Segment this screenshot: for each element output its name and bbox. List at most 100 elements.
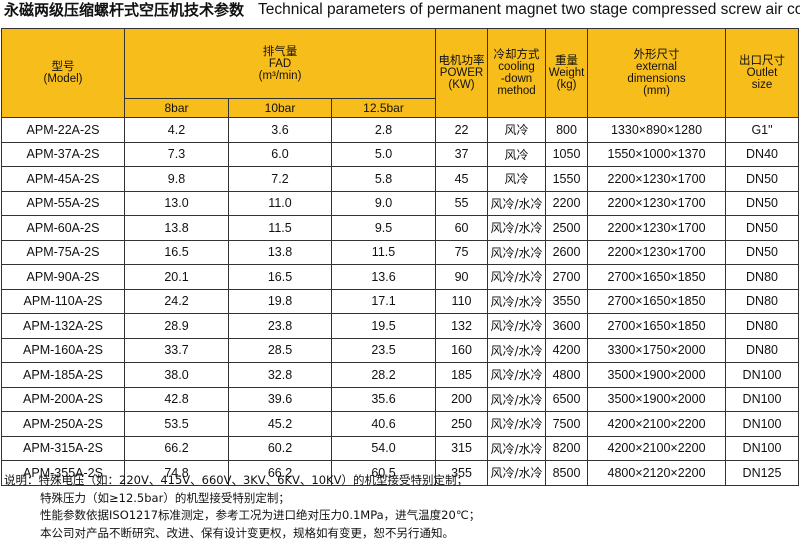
weight-cell: 1550 — [545, 166, 589, 192]
fad-12-5bar-cell: 54.0 — [330, 435, 437, 461]
weight-cell: 3600 — [545, 313, 589, 339]
model-cell: APM-160A-2S — [1, 337, 125, 363]
dimensions-cell: 2700×1650×1850 — [587, 264, 727, 290]
dimensions-cell: 2200×1230×1700 — [587, 190, 727, 216]
model-cell: APM-37A-2S — [1, 141, 125, 167]
dimensions-cell: 3500×1900×2000 — [587, 386, 727, 412]
power-cell: 200 — [435, 386, 489, 412]
dimensions-cell: 3500×1900×2000 — [587, 362, 727, 388]
table-row: APM-22A-2S 4.2 3.6 2.8 22 风冷 800 1330×890×1280 G… — [1, 117, 800, 143]
fad-12-5bar-cell: 19.5 — [330, 313, 437, 339]
dimensions-cell: 4200×2100×2200 — [587, 411, 727, 437]
fad-8bar-cell: 33.7 — [124, 337, 229, 363]
fad-12-5bar-cell: 23.5 — [330, 337, 437, 363]
fad-8bar-cell: 13.8 — [124, 215, 229, 241]
fad-10bar-cell: 13.8 — [228, 239, 332, 265]
fad-10bar-cell: 60.2 — [228, 435, 332, 461]
outlet-cell: DN80 — [725, 288, 800, 314]
power-cell: 75 — [435, 239, 489, 265]
cooling-cell: 风冷/水冷 — [487, 215, 547, 241]
cooling-cell: 风冷/水冷 — [487, 435, 547, 461]
model-cell: APM-200A-2S — [1, 386, 125, 412]
fad-10bar-cell: 3.6 — [228, 117, 332, 143]
fad-10bar-cell: 45.2 — [228, 411, 332, 437]
weight-cell: 7500 — [545, 411, 589, 437]
power-cell: 185 — [435, 362, 489, 388]
fad-8bar-cell: 24.2 — [124, 288, 229, 314]
fad-12-5bar-cell: 11.5 — [330, 239, 437, 265]
cooling-cell: 风冷/水冷 — [487, 411, 547, 437]
fad-10bar-cell: 6.0 — [228, 141, 332, 167]
power-cell: 90 — [435, 264, 489, 290]
fad-12-5bar-cell: 35.6 — [330, 386, 437, 412]
weight-cell: 2600 — [545, 239, 589, 265]
fad-10bar-cell: 19.8 — [228, 288, 332, 314]
weight-cell: 1050 — [545, 141, 589, 167]
model-cell: APM-45A-2S — [1, 166, 125, 192]
power-cell: 60 — [435, 215, 489, 241]
table-row: APM-200A-2S 42.8 39.6 35.6 200 风冷/水冷 6500 3500×… — [1, 386, 800, 412]
fad-12-5bar-cell: 40.6 — [330, 411, 437, 437]
table-row: APM-37A-2S 7.3 6.0 5.0 37 风冷 1050 1550×1000×137… — [1, 141, 800, 167]
note-line: 性能参数依据ISO1217标准测定，参考工况为进口绝对压力0.1MPa，进气温度… — [40, 508, 481, 522]
dimensions-cell: 3300×1750×2000 — [587, 337, 727, 363]
weight-cell: 2500 — [545, 215, 589, 241]
fad-8bar-cell: 4.2 — [124, 117, 229, 143]
dimensions-cell: 2200×1230×1700 — [587, 239, 727, 265]
fad-12-5bar-cell: 5.0 — [330, 141, 437, 167]
table-row: APM-55A-2S 13.0 11.0 9.0 55 风冷/水冷 2200 2200×123… — [1, 190, 800, 216]
dimensions-cell: 4200×2100×2200 — [587, 435, 727, 461]
weight-cell: 4200 — [545, 337, 589, 363]
header-pressure-12-5bar: 12.5bar — [330, 98, 437, 118]
note-line: 本公司对产品不断研究、改进、保有设计变更权，规格如有变更，恕不另行通知。 — [40, 525, 454, 540]
cooling-cell: 风冷 — [487, 141, 547, 167]
cooling-cell: 风冷/水冷 — [487, 288, 547, 314]
fad-8bar-cell: 7.3 — [124, 141, 229, 167]
title-zh: 永磁两级压缩螺杆式空压机技术参数 — [4, 1, 245, 19]
spec-table-body: APM-22A-2S 4.2 3.6 2.8 22 风冷 800 1330×890×1280 G… — [1, 117, 800, 486]
outlet-cell: DN50 — [725, 239, 800, 265]
fad-12-5bar-cell: 17.1 — [330, 288, 437, 314]
header-weight: 重量 Weight (kg) — [545, 28, 589, 118]
cooling-cell: 风冷/水冷 — [487, 386, 547, 412]
fad-8bar-cell: 16.5 — [124, 239, 229, 265]
cooling-cell: 风冷/水冷 — [487, 239, 547, 265]
note-line: 特殊压力（如≥12.5bar）的机型接受特别定制； — [40, 490, 290, 505]
power-cell: 160 — [435, 337, 489, 363]
outlet-cell: DN100 — [725, 411, 800, 437]
fad-10bar-cell: 39.6 — [228, 386, 332, 412]
power-cell: 250 — [435, 411, 489, 437]
outlet-cell: DN40 — [725, 141, 800, 167]
weight-cell: 8500 — [545, 460, 589, 486]
cooling-cell: 风冷/水冷 — [487, 337, 547, 363]
header-fad: 排气量 FAD (m³/min) — [123, 28, 437, 99]
table-row: APM-60A-2S 13.8 11.5 9.5 60 风冷/水冷 2500 2200×123… — [1, 215, 800, 241]
header-model: 型号 (Model) — [1, 28, 125, 118]
table-row: APM-110A-2S 24.2 19.8 17.1 110 风冷/水冷 3550 2700×… — [1, 288, 800, 314]
title-en: Technical parameters of permanent magnet… — [258, 1, 800, 18]
fad-12-5bar-cell: 9.0 — [330, 190, 437, 216]
model-cell: APM-185A-2S — [1, 362, 125, 388]
power-cell: 110 — [435, 288, 489, 314]
fad-10bar-cell: 11.5 — [228, 215, 332, 241]
weight-cell: 4800 — [545, 362, 589, 388]
outlet-cell: DN100 — [725, 435, 800, 461]
dimensions-cell: 1330×890×1280 — [587, 117, 727, 143]
fad-12-5bar-cell: 28.2 — [330, 362, 437, 388]
weight-cell: 2200 — [545, 190, 589, 216]
fad-8bar-cell: 74.8 — [124, 460, 229, 486]
fad-10bar-cell: 11.0 — [228, 190, 332, 216]
fad-8bar-cell: 28.9 — [124, 313, 229, 339]
fad-10bar-cell: 7.2 — [228, 166, 332, 192]
outlet-cell: DN50 — [725, 166, 800, 192]
fad-10bar-cell: 28.5 — [228, 337, 332, 363]
table-row: APM-160A-2S 33.7 28.5 23.5 160 风冷/水冷 4200 3300×… — [1, 337, 800, 363]
outlet-cell: DN100 — [725, 386, 800, 412]
weight-cell: 2700 — [545, 264, 589, 290]
page-title: 永磁两级压缩螺杆式空压机技术参数 Technical parameters of … — [4, 0, 800, 22]
fad-8bar-cell: 13.0 — [124, 190, 229, 216]
table-row: APM-45A-2S 9.8 7.2 5.8 45 风冷 1550 2200×1230×170… — [1, 166, 800, 192]
outlet-cell: DN125 — [725, 460, 800, 486]
fad-10bar-cell: 16.5 — [228, 264, 332, 290]
outlet-cell: G1" — [725, 117, 800, 143]
